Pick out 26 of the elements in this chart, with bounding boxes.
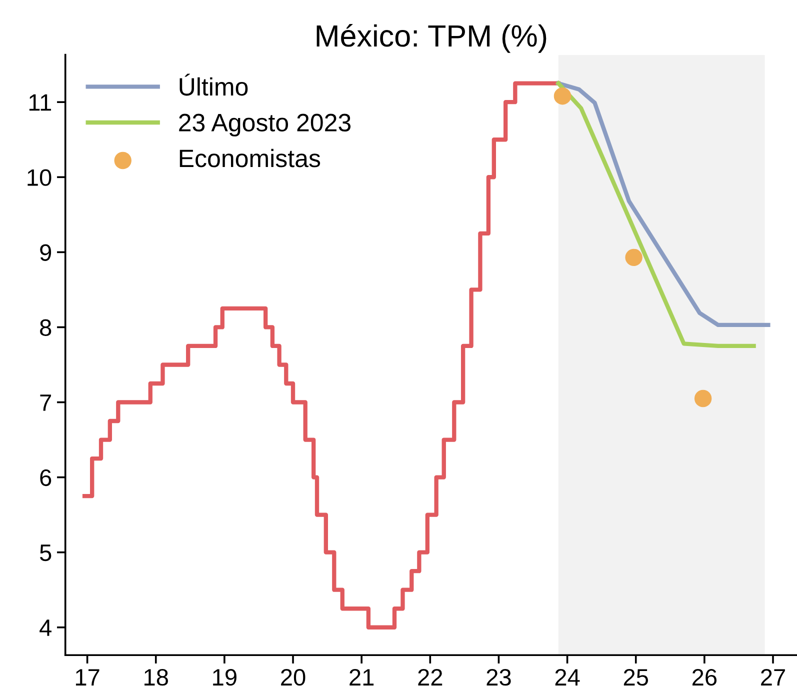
legend-label: Último [180, 74, 248, 96]
point [625, 248, 642, 266]
y-tick-label: 8 [40, 319, 52, 336]
x-tick-label: 21 [350, 668, 374, 686]
y-tick-label: 7 [40, 394, 51, 411]
y-tick-label: 5 [40, 544, 52, 562]
x-tick-label: 25 [624, 668, 648, 686]
x-tick-label: 23 [486, 668, 511, 686]
x-tick-label: 27 [761, 668, 785, 686]
y-tick-label: 10 [28, 169, 52, 186]
chart-title: México: TPM (%) [316, 24, 546, 53]
y-tick-label: 6 [40, 469, 52, 486]
x-tick-label: 19 [213, 668, 236, 686]
y-tick-label: 11 [29, 94, 52, 111]
x-tick-label: 18 [144, 668, 168, 686]
y-tick-label: 9 [40, 244, 52, 261]
x-tick-label: 17 [76, 669, 100, 686]
x-tick-label: 24 [555, 668, 580, 686]
x-tick-label: 22 [418, 668, 442, 686]
point [694, 390, 712, 408]
legend-label: Economistas [180, 148, 320, 168]
x-tick-label: 26 [692, 668, 717, 686]
y-tick-label: 4 [40, 620, 52, 636]
x-tick-label: 20 [281, 668, 306, 686]
legend-label: 23 Agosto 2023 [179, 114, 351, 136]
point [554, 87, 572, 105]
